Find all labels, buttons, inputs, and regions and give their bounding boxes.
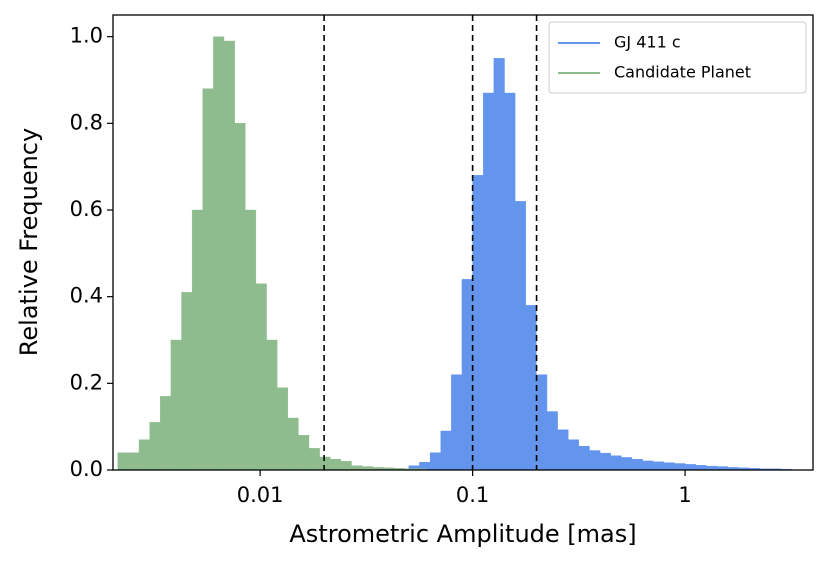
histogram-bar xyxy=(213,36,225,471)
histogram-bar xyxy=(546,411,558,471)
histogram-bar xyxy=(245,209,257,471)
y-tick-label: 0.8 xyxy=(70,110,103,134)
histogram-bar xyxy=(653,461,665,471)
histogram-bar xyxy=(568,439,580,471)
histogram-bar xyxy=(319,456,331,471)
histogram-bar xyxy=(202,88,214,471)
y-tick-label: 0.4 xyxy=(70,284,103,308)
x-tick-label: 0.1 xyxy=(456,483,489,507)
histogram-bar xyxy=(440,430,452,471)
histogram-bar xyxy=(621,457,633,471)
histogram-bar xyxy=(451,374,463,471)
histogram-bar xyxy=(642,460,654,471)
x-axis-label: Astrometric Amplitude [mas] xyxy=(289,520,636,548)
y-tick-label: 1.0 xyxy=(70,24,103,48)
histogram-bar xyxy=(330,458,342,471)
plot-frame xyxy=(112,14,814,471)
histogram-bar xyxy=(255,283,267,471)
histogram-bar xyxy=(631,458,643,471)
legend-label: Candidate Planet xyxy=(614,63,751,82)
histogram-bar xyxy=(674,463,686,471)
histogram-bar xyxy=(234,123,246,471)
histogram-bar xyxy=(308,448,320,471)
histogram-bar xyxy=(340,461,352,471)
histogram-bar xyxy=(276,387,288,471)
histogram-bar xyxy=(266,339,278,471)
legend-label: GJ 411 c xyxy=(614,33,681,52)
legend-box xyxy=(548,21,807,94)
y-axis-label: Relative Frequency xyxy=(15,128,43,356)
histogram-bar xyxy=(149,422,161,471)
x-tick-label: 1 xyxy=(678,483,691,507)
histogram-bar xyxy=(536,374,548,471)
histogram-bar xyxy=(610,455,622,471)
histogram-bar xyxy=(117,452,129,471)
histogram-bar xyxy=(181,292,193,471)
histogram-bar xyxy=(429,452,441,471)
histogram-bar xyxy=(287,417,299,471)
histogram-bar xyxy=(504,92,516,471)
histogram-bar xyxy=(578,445,590,471)
histogram-bar xyxy=(525,305,537,471)
histogram-bar xyxy=(589,450,601,471)
histogram-bar xyxy=(483,92,495,471)
x-tick-label: 0.01 xyxy=(237,483,284,507)
histogram-bar xyxy=(170,339,182,471)
histogram-bar xyxy=(160,396,172,471)
histogram-bar xyxy=(191,209,203,471)
histogram-bar xyxy=(472,175,484,471)
histogram-bar xyxy=(514,201,526,471)
histogram-bar xyxy=(557,429,569,471)
histogram-bar xyxy=(461,279,473,471)
histogram-bar xyxy=(695,465,707,471)
histogram-bar xyxy=(493,58,505,471)
y-tick-label: 0.2 xyxy=(70,370,103,394)
histogram-bar xyxy=(223,40,235,471)
histogram-bar xyxy=(138,439,150,471)
histogram-bar xyxy=(298,435,310,471)
histogram-bar xyxy=(128,452,140,471)
histogram-bar xyxy=(684,464,696,471)
y-tick-label: 0.0 xyxy=(70,457,103,481)
y-tick-label: 0.6 xyxy=(70,197,103,221)
histogram-bar xyxy=(663,462,675,471)
histogram-bar xyxy=(599,452,611,471)
